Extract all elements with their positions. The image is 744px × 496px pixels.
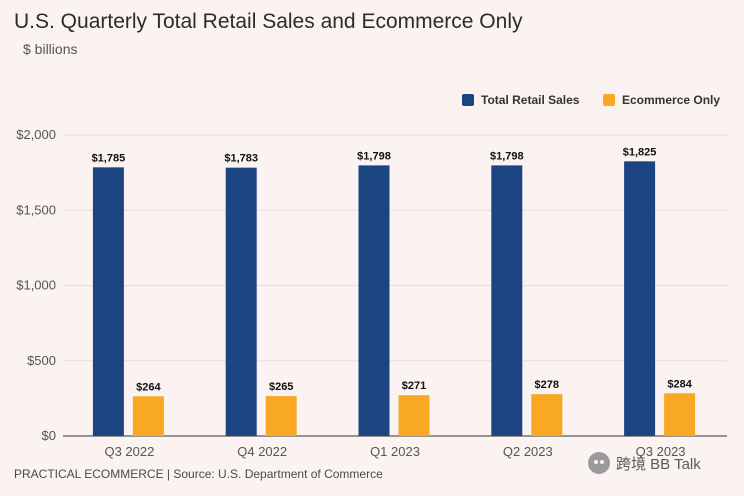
bar bbox=[265, 396, 297, 436]
data-label: $271 bbox=[402, 380, 426, 392]
bar bbox=[225, 167, 257, 436]
data-label: $1,825 bbox=[623, 146, 657, 158]
data-label: $1,783 bbox=[224, 153, 258, 165]
y-tick-label: $2,000 bbox=[16, 127, 56, 142]
legend-label: Ecommerce Only bbox=[622, 93, 720, 107]
data-label: $284 bbox=[667, 378, 692, 390]
legend-swatch bbox=[462, 94, 474, 106]
data-label: $1,798 bbox=[357, 150, 391, 162]
chart-subtitle: $ billions bbox=[23, 41, 78, 57]
bar bbox=[624, 161, 656, 436]
y-tick-label: $1,500 bbox=[16, 202, 56, 217]
bar bbox=[398, 395, 430, 436]
legend-label: Total Retail Sales bbox=[481, 93, 580, 107]
watermark: 跨境 BB Talk bbox=[588, 452, 701, 474]
bar bbox=[491, 165, 523, 436]
data-label: $264 bbox=[136, 381, 161, 393]
legend-swatch bbox=[603, 94, 615, 106]
x-tick-label: Q2 2023 bbox=[503, 444, 553, 459]
source-footer: PRACTICAL ECOMMERCE | Source: U.S. Depar… bbox=[14, 467, 383, 481]
watermark-text: 跨境 BB Talk bbox=[616, 455, 701, 473]
wechat-icon bbox=[588, 452, 610, 474]
y-tick-label: $500 bbox=[27, 353, 56, 368]
data-label: $265 bbox=[269, 381, 293, 393]
data-label: $1,798 bbox=[490, 150, 524, 162]
bar bbox=[358, 165, 390, 436]
x-tick-label: Q4 2022 bbox=[237, 444, 287, 459]
x-tick-label: Q3 2022 bbox=[104, 444, 154, 459]
x-tick-label: Q3 2023 bbox=[636, 444, 686, 459]
y-tick-label: $0 bbox=[42, 428, 56, 443]
y-tick-label: $1,000 bbox=[16, 278, 56, 293]
data-label: $1,785 bbox=[92, 152, 126, 164]
bar bbox=[92, 167, 124, 437]
x-tick-label: Q1 2023 bbox=[370, 444, 420, 459]
bar bbox=[531, 394, 563, 436]
data-label: $278 bbox=[535, 379, 559, 391]
bar bbox=[664, 393, 696, 436]
chart-title: U.S. Quarterly Total Retail Sales and Ec… bbox=[14, 10, 523, 33]
bar bbox=[132, 396, 164, 436]
